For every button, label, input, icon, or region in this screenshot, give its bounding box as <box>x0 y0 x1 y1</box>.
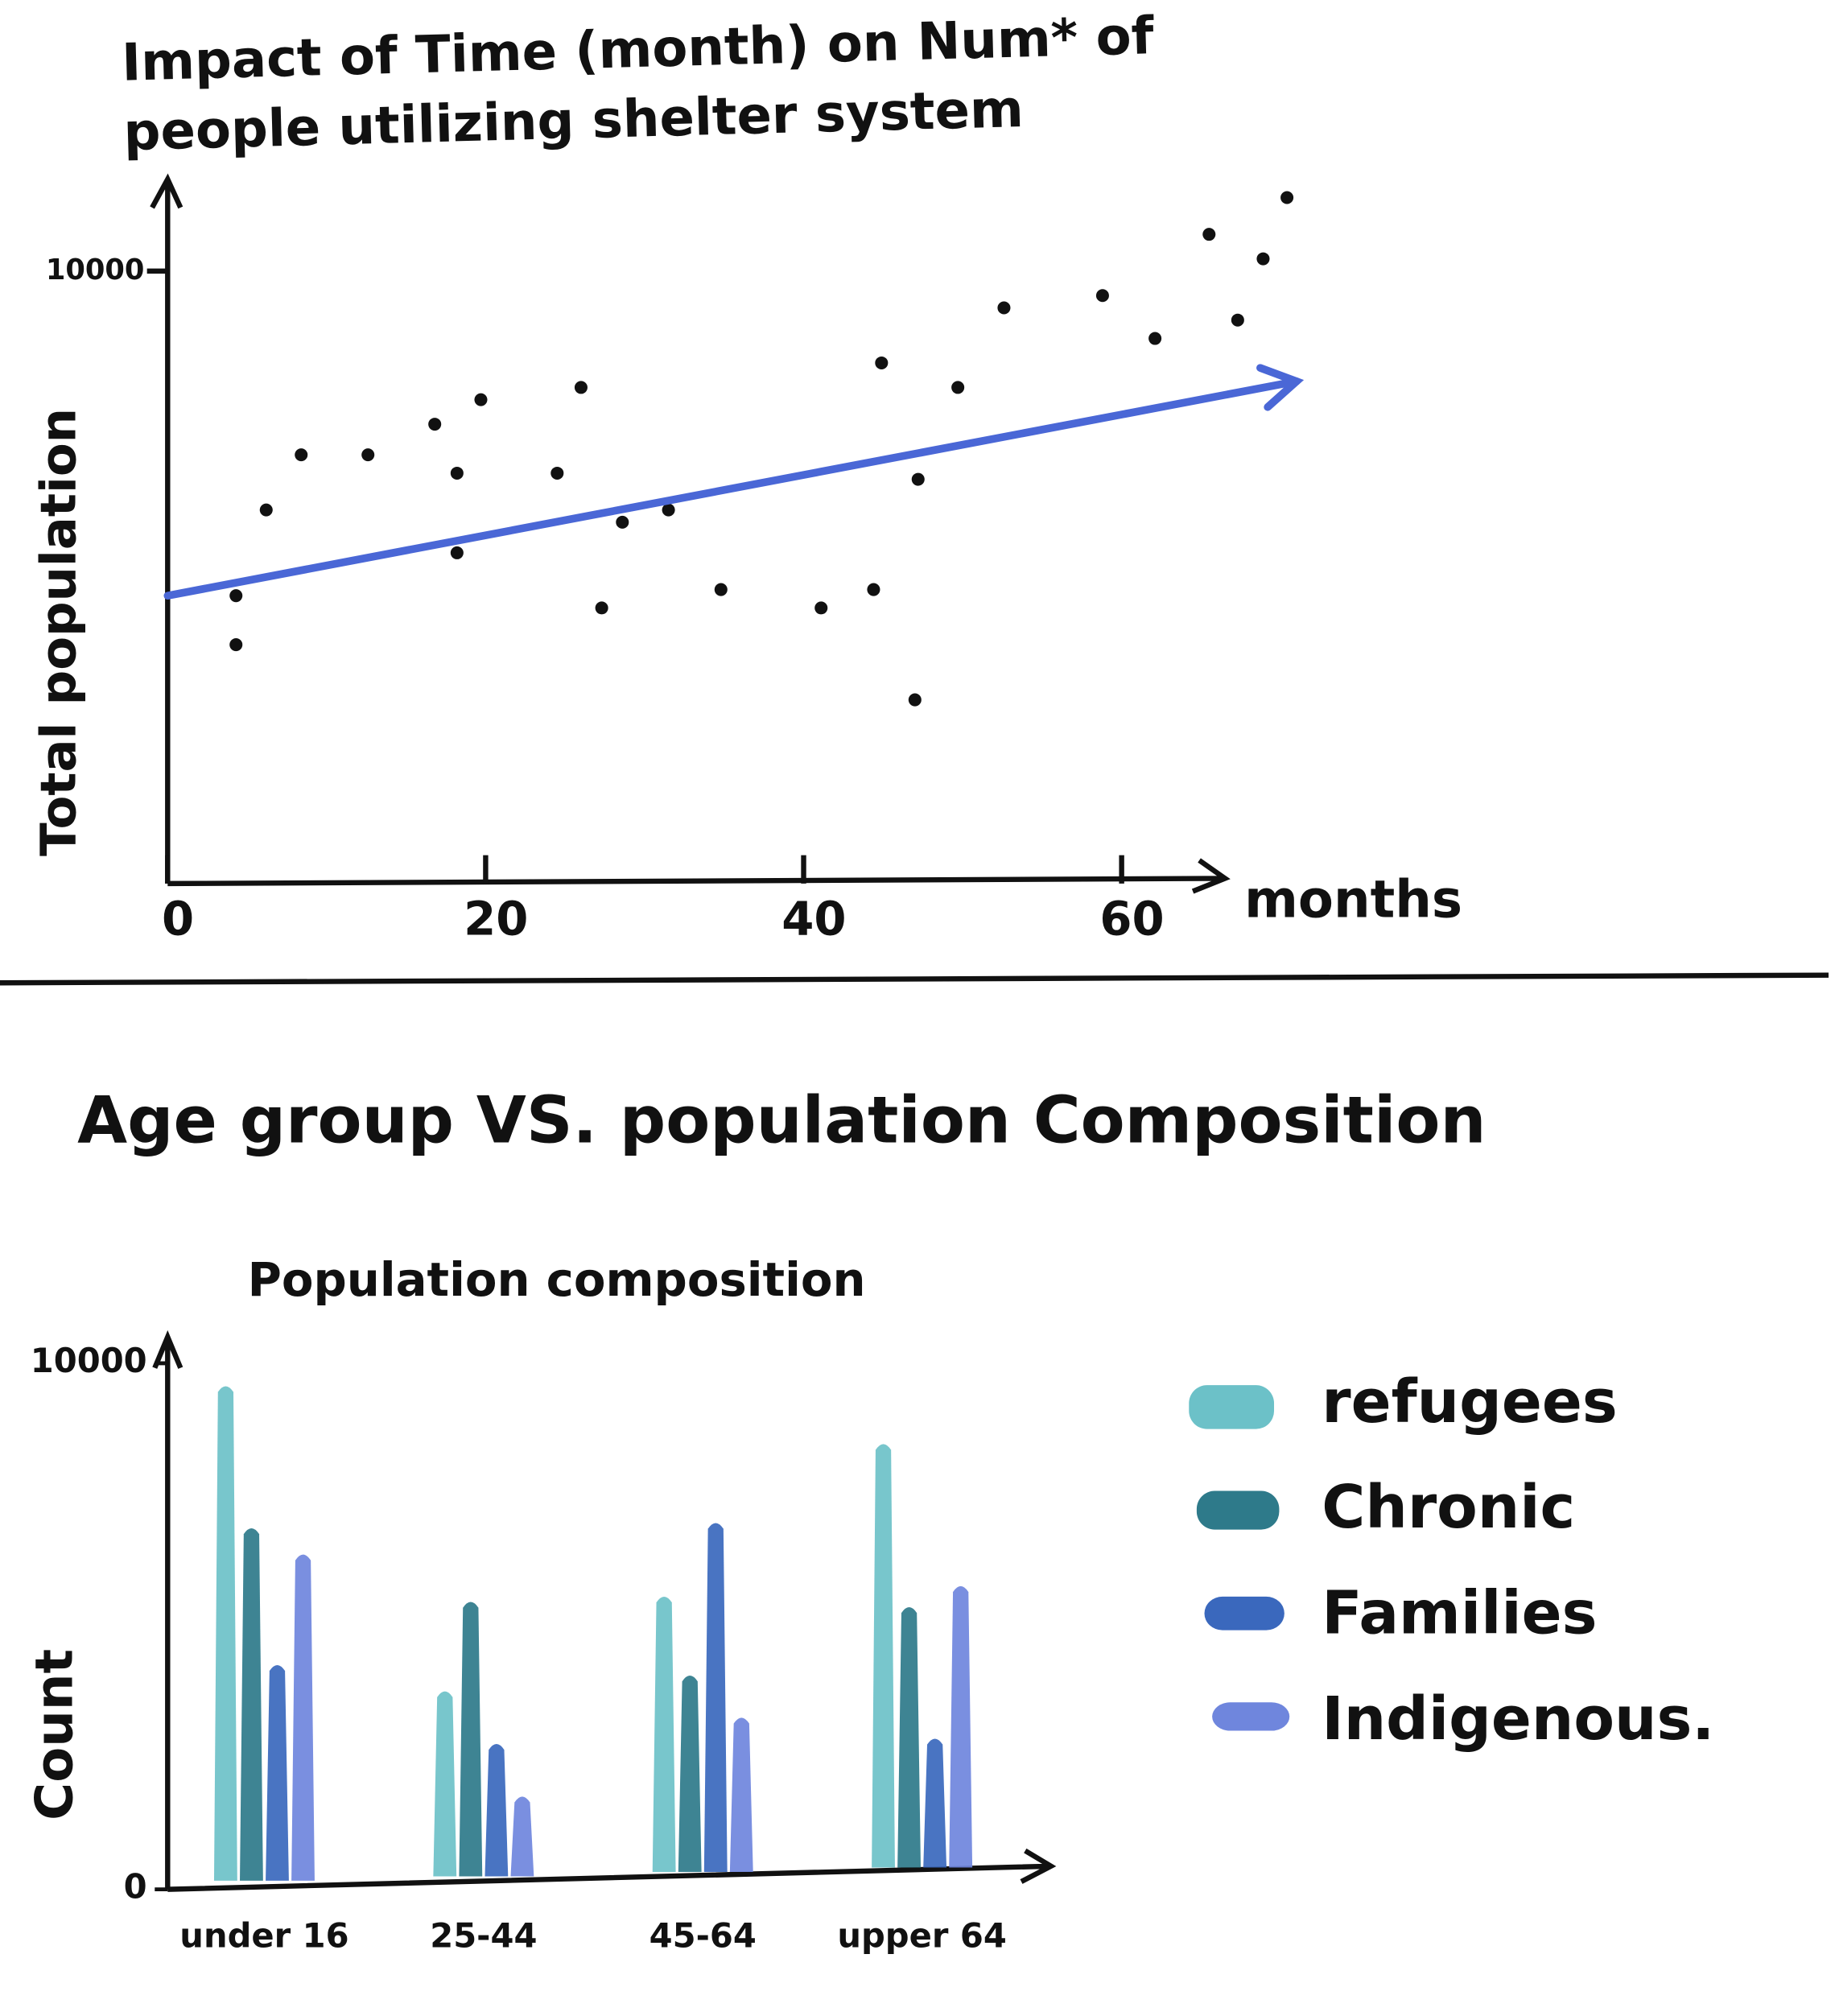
scatter-point <box>616 515 629 529</box>
scatter-point <box>908 693 922 707</box>
scatter-point <box>875 356 889 369</box>
x-tick-label: 25-44 <box>430 1916 537 1956</box>
legend-label: refugees <box>1322 1368 1617 1437</box>
y-tick-label: 0 <box>124 1867 147 1907</box>
bar <box>652 1596 676 1873</box>
scatter-point <box>1202 228 1216 241</box>
scatter-point <box>997 301 1011 315</box>
chart-title: Impact of Time (month) on Num* of people… <box>122 13 1155 163</box>
bar <box>291 1554 315 1881</box>
trend-arrowhead <box>1256 364 1305 411</box>
scatter-point <box>595 601 608 615</box>
bar <box>678 1676 702 1873</box>
scatter-point <box>1256 252 1270 266</box>
bar <box>923 1738 947 1868</box>
trend-line <box>163 377 1301 600</box>
scatter-point <box>1280 191 1294 204</box>
scatter-point <box>295 448 308 462</box>
x-tick-label: under 16 <box>179 1916 348 1956</box>
bar <box>433 1691 457 1877</box>
x-tick-label: 60 <box>1099 892 1164 946</box>
bar <box>703 1523 728 1873</box>
scatter-point <box>867 583 880 596</box>
scatter-point <box>550 466 564 480</box>
legend-label: Indigenous. <box>1322 1685 1714 1754</box>
scatter-point <box>1095 289 1109 303</box>
legend-label: Families <box>1322 1580 1597 1648</box>
scatter-point <box>911 472 925 486</box>
y-axis <box>150 173 184 884</box>
legend-swatch <box>1204 1596 1284 1631</box>
scatter-point <box>474 393 488 406</box>
x-tick-label: 20 <box>464 892 528 946</box>
x-tick-label: upper 64 <box>837 1916 1006 1956</box>
scatter-point <box>450 466 464 480</box>
divider <box>0 972 1829 986</box>
scatter-point <box>574 381 588 394</box>
y-axis-label: Count <box>26 1649 85 1820</box>
x-tick-label: 0 <box>162 892 194 946</box>
bar <box>949 1585 973 1868</box>
bar <box>510 1796 534 1877</box>
chart-title: Age group VS. population Composition <box>77 1082 1486 1157</box>
bar <box>897 1607 922 1868</box>
y-axis-label: Total population <box>31 408 88 856</box>
bar <box>266 1664 289 1881</box>
scatter-point <box>450 546 464 559</box>
chart-subtitle: Population composition <box>248 1252 866 1307</box>
bar <box>459 1602 483 1877</box>
scatter-point <box>229 638 243 652</box>
y-tick-label: 10000 <box>31 1341 147 1380</box>
scatter-point <box>714 583 728 596</box>
scatter-point <box>1231 313 1244 327</box>
scatter-point <box>1148 332 1162 345</box>
scatter-point <box>951 381 965 394</box>
bar <box>872 1444 895 1868</box>
bar <box>485 1743 509 1877</box>
legend-swatch <box>1196 1490 1280 1530</box>
scatter-point <box>662 503 675 517</box>
x-axis <box>167 858 1231 894</box>
scatter-point <box>814 601 828 615</box>
x-tick-label: 40 <box>781 892 846 946</box>
title-box: Impact of Time (month) on Num* of people… <box>122 13 1155 163</box>
legend-swatch <box>1189 1385 1275 1429</box>
x-axis <box>167 1848 1057 1892</box>
legend-label: Chronic <box>1322 1474 1575 1542</box>
scatter-point <box>361 448 375 462</box>
bar <box>213 1386 237 1881</box>
legend-swatch <box>1212 1702 1290 1731</box>
y-axis <box>152 1330 184 1890</box>
scatter-point <box>229 589 243 603</box>
bar <box>240 1527 263 1881</box>
y-tick-label: 10000 <box>46 254 145 287</box>
bar <box>729 1717 753 1873</box>
scatter-point <box>259 503 273 517</box>
scatter-point <box>428 418 442 431</box>
x-tick-label: 45-64 <box>649 1916 757 1956</box>
x-axis-label: months <box>1244 870 1462 930</box>
